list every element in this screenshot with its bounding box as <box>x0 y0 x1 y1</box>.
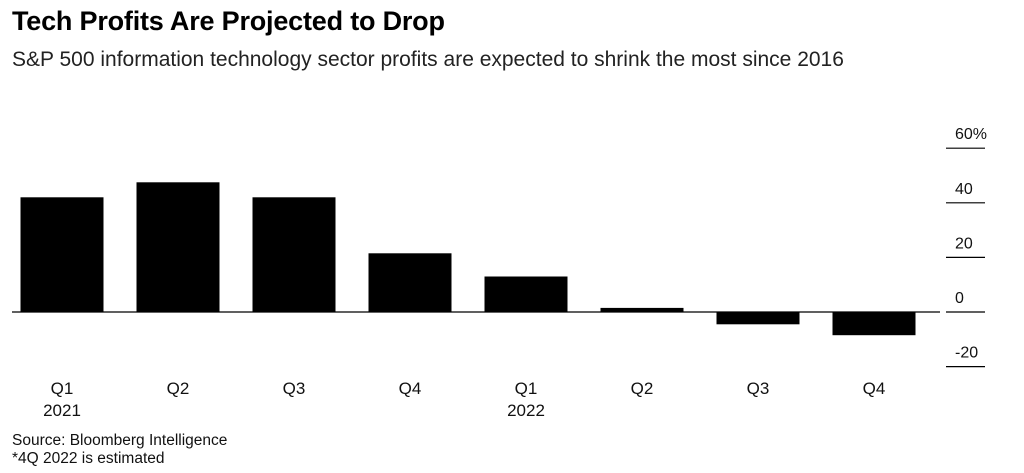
y-tick-label-4: -20 <box>955 345 978 362</box>
source-notes: Source: Bloomberg Intelligence *4Q 2022 … <box>12 432 227 468</box>
x-tick-label-8: Q4 <box>863 379 886 398</box>
x-tick-label-6: Q2 <box>631 379 654 398</box>
y-tick-label-2: 20 <box>955 235 973 252</box>
chart-subtitle: S&P 500 information technology sector pr… <box>12 48 844 71</box>
x-tick-label-7: Q3 <box>747 379 770 398</box>
x-year-label-1: 2021 <box>43 401 81 420</box>
footnote-text: *4Q 2022 is estimated <box>12 450 165 467</box>
bar-7 <box>716 312 800 325</box>
x-year-label-5: 2022 <box>507 401 545 420</box>
x-tick-label-2: Q2 <box>167 379 190 398</box>
bar-8 <box>832 312 916 336</box>
y-tick-label-0: 60% <box>955 126 987 143</box>
bar-4 <box>368 253 452 312</box>
x-tick-label-1: Q1 <box>51 379 74 398</box>
y-tick-label-1: 40 <box>955 181 973 198</box>
x-tick-label-3: Q3 <box>283 379 306 398</box>
chart-title: Tech Profits Are Projected to Drop <box>12 6 445 36</box>
bar-3 <box>252 197 336 312</box>
x-tick-label-5: Q1 <box>515 379 538 398</box>
y-tick-label-3: 0 <box>955 290 964 307</box>
x-tick-label-4: Q4 <box>399 379 422 398</box>
source-text: Source: Bloomberg Intelligence <box>12 432 228 449</box>
bar-6 <box>600 307 684 312</box>
bar-2 <box>136 182 220 312</box>
bar-5 <box>484 276 568 312</box>
bar-1 <box>20 197 104 312</box>
